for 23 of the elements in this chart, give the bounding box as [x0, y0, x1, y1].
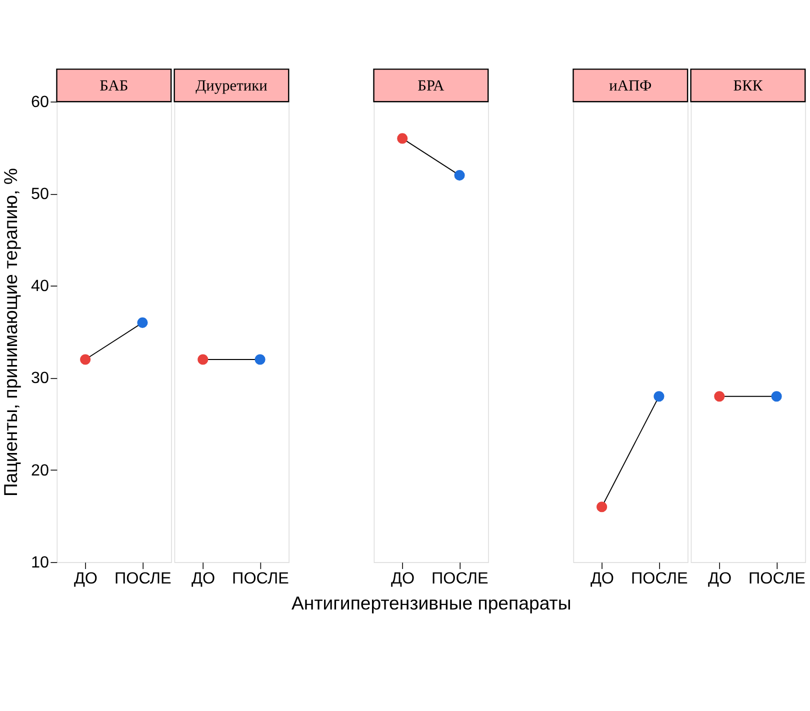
x-tick-label: ДО [708, 570, 732, 588]
y-tick-label: 10 [31, 553, 50, 572]
y-tick-label: 40 [31, 277, 50, 296]
chart-title: БАБ [100, 77, 128, 94]
y-axis-title: Пациенты, принимающие терапию, % [0, 168, 22, 497]
x-tick-label: ДО [390, 570, 415, 588]
y-tick-label: 30 [31, 369, 50, 388]
x-tick-label: ПОСЛЕ [630, 570, 688, 588]
y-tick-label: 60 [31, 92, 50, 111]
x-tick-label: ДО [192, 570, 216, 588]
chart-title: иАПФ [609, 77, 652, 94]
x-tick-label: ПОСЛЕ [114, 570, 172, 588]
y-tick-label: 20 [31, 461, 50, 480]
x-tick-label: ПОСЛЕ [748, 570, 806, 588]
chart-title: БРА [418, 77, 444, 94]
chart-title: Диуретики [196, 77, 268, 94]
x-tick-label: ПОСЛЕ [232, 570, 290, 588]
x-axis-title: Антигипертензивные препараты [291, 592, 572, 614]
x-tick-label: ДО [74, 570, 98, 588]
x-tick-label: ПОСЛЕ [432, 570, 489, 588]
chart-title: БКК [733, 77, 764, 94]
x-tick-label: ДО [590, 570, 614, 588]
y-tick-label: 50 [31, 185, 50, 203]
